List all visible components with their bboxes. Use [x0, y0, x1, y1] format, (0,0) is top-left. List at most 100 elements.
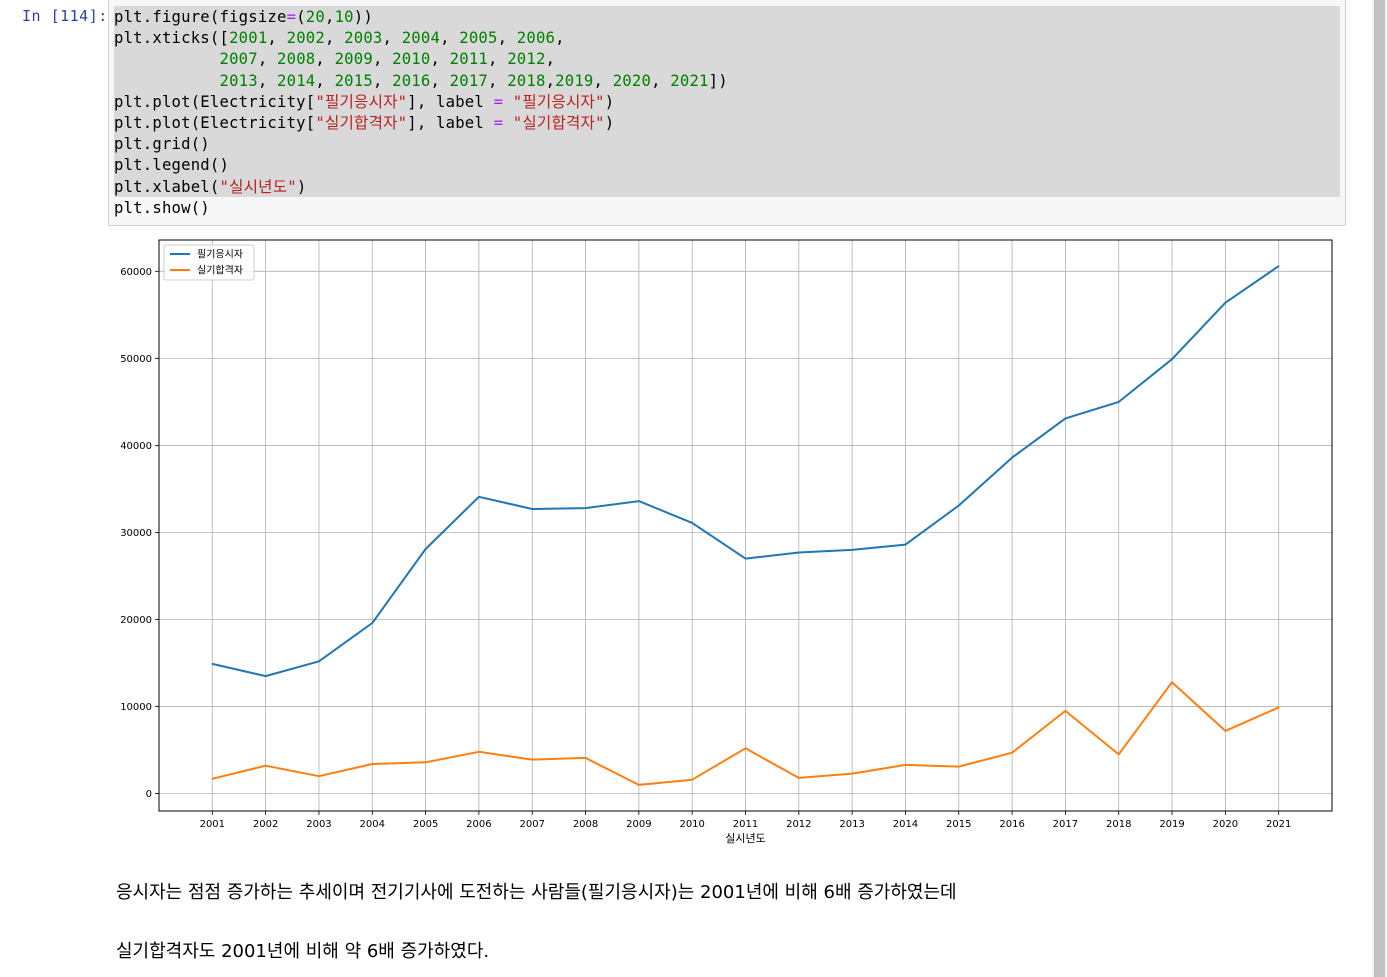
code-token: )): [353, 8, 373, 26]
series-2-point: [318, 775, 320, 777]
code-token: =: [493, 114, 504, 132]
series-1-point: [318, 660, 320, 663]
x-tick-label: 2008: [573, 819, 598, 830]
series-2-point: [904, 764, 907, 766]
code-token: plt.plot(Electricity[: [114, 114, 316, 132]
x-tick-label: 2012: [786, 819, 811, 830]
x-tick-label: 2021: [1266, 819, 1291, 830]
code-token: plt.xlabel(: [114, 177, 220, 196]
code-token: [503, 93, 513, 111]
code-token: ,: [372, 71, 393, 90]
y-tick-label: 20000: [120, 615, 152, 626]
series-1-point: [638, 500, 640, 502]
code-token: ,: [315, 50, 335, 69]
code-token: 2008: [277, 50, 316, 69]
x-tick-label: 2015: [946, 819, 971, 830]
code-token: ,: [430, 50, 450, 69]
code-token: ,: [430, 71, 450, 90]
code-token: 2021: [670, 71, 709, 90]
x-tick-label: 2002: [253, 819, 278, 830]
code-token: ]): [708, 71, 728, 90]
series-2-point: [798, 777, 800, 779]
code-token: [114, 72, 219, 90]
series-2-point: [744, 747, 747, 750]
series-2-point: [1171, 681, 1173, 683]
code-token: 2007: [219, 50, 258, 69]
x-tick-label: 2016: [999, 819, 1024, 830]
series-2-point: [1064, 710, 1067, 712]
x-axis-label: 실시년도: [725, 832, 765, 845]
series-2-point: [638, 784, 640, 786]
code-token: plt.grid(): [114, 135, 210, 154]
series-2-point: [424, 761, 427, 764]
series-1-point: [1171, 358, 1173, 361]
y-tick-label: 40000: [120, 441, 152, 452]
x-tick-label: 2019: [1159, 819, 1184, 830]
code-token: =: [493, 92, 504, 111]
series-2-point: [691, 778, 693, 781]
code-token: ], label: [407, 92, 494, 111]
code-token: ,: [488, 50, 508, 69]
code-token: 2010: [392, 50, 431, 69]
series-2-point: [1011, 751, 1013, 754]
code-token: 2001: [229, 29, 268, 48]
x-tick-label: 2005: [413, 819, 438, 830]
code-token: ,: [555, 29, 565, 48]
code-token: 2015: [334, 71, 373, 90]
series-1-point: [798, 551, 800, 554]
code-token: 2013: [219, 71, 258, 90]
x-tick-label: 2006: [466, 819, 491, 830]
code-line: plt.figure(figsize=(20,10)): [114, 7, 373, 28]
code-token: ): [604, 92, 615, 111]
code-token: plt.figure(figsize: [114, 8, 287, 26]
code-line: plt.xlabel("실시년도"): [114, 177, 306, 198]
series-2-point: [1277, 706, 1280, 709]
series-2-point: [211, 777, 214, 780]
series-1-point: [1117, 401, 1120, 403]
series-1-point: [904, 543, 907, 546]
series-1-point: [531, 508, 534, 510]
y-tick-label: 30000: [120, 528, 152, 539]
code-token: ): [604, 114, 615, 132]
code-token: "필기응시자": [512, 92, 605, 111]
vertical-scrollbar[interactable]: [1372, 0, 1387, 977]
code-line: plt.legend(): [114, 155, 229, 176]
series-2-point: [478, 751, 480, 753]
series-2-point: [851, 772, 853, 775]
y-tick-label: 0: [146, 789, 152, 800]
series-1-point: [744, 557, 747, 560]
code-line: plt.plot(Electricity["실기합격자"], label = "…: [114, 113, 614, 134]
series-1-point: [851, 549, 853, 551]
code-token: ,: [497, 29, 517, 48]
code-cell-input[interactable]: plt.figure(figsize=(20,10)) plt.xticks([2…: [108, 0, 1346, 226]
series-1-point: [1224, 301, 1227, 304]
series-2-point: [531, 758, 534, 761]
code-token: =: [286, 8, 297, 26]
code-token: 2002: [286, 29, 325, 48]
x-tick-label: 2018: [1106, 819, 1131, 830]
plot-frame: [158, 239, 1333, 812]
code-token: ,: [324, 29, 345, 48]
code-token: 2014: [277, 71, 316, 90]
series-1-point: [1277, 265, 1280, 267]
code-editor[interactable]: plt.figure(figsize=(20,10)) plt.xticks([2…: [114, 6, 1340, 219]
code-token: "실기합격자": [512, 114, 605, 132]
code-token: ,: [651, 71, 671, 90]
code-token: 2017: [449, 71, 489, 90]
code-token: plt.plot(Electricity[: [114, 92, 316, 111]
code-token: ,: [593, 71, 613, 90]
series-1-point: [264, 675, 267, 677]
series-2-point: [1117, 753, 1120, 756]
code-line: 2007, 2008, 2009, 2010, 2011, 2012,: [114, 49, 555, 70]
code-token: "필기응시자": [315, 92, 408, 111]
code-token: ,: [324, 8, 335, 26]
line-chart: 2001 2002 2003 2004 2005 2006 2007 2008 2009 2010…: [120, 239, 1333, 845]
code-line: plt.grid(): [114, 134, 210, 155]
scrollbar-thumb[interactable]: [1374, 0, 1385, 977]
series-1-point: [478, 495, 480, 498]
series-1-point: [371, 622, 374, 624]
code-token: ,: [372, 50, 393, 69]
code-token: 2005: [459, 29, 498, 48]
y-tick-label: 10000: [120, 702, 152, 713]
x-tick-label: 2014: [893, 819, 918, 830]
